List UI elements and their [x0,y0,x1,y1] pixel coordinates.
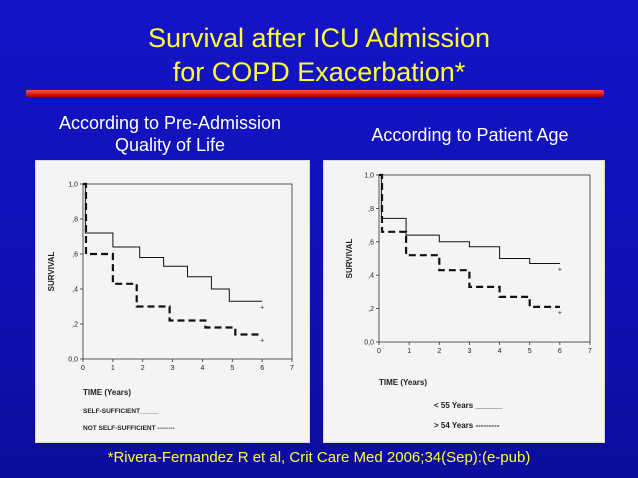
censor-mark: + [260,338,264,345]
km-line-series-1 [379,174,560,264]
legend-entry-2: NOT SELF-SUFFICIENT -------- [83,425,175,432]
y-tick-label: 1,0 [68,182,78,189]
x-tick-label: 5 [230,365,234,372]
y-axis-label: SURVIVAL [345,239,354,279]
y-tick-label: ,2 [72,322,78,329]
y-tick-label: ,4 [368,273,374,280]
x-axis-label: TIME (Years) [379,378,427,387]
km-line-series-2 [83,182,263,336]
x-tick-label: 0 [81,365,85,372]
censor-mark: + [260,304,264,311]
subtitle-left: According to Pre-Admission Quality of Li… [30,112,310,156]
x-tick-label: 7 [588,348,592,355]
km-line-series-2 [379,173,560,308]
y-tick-label: 0,0 [364,340,374,347]
x-tick-label: 0 [377,348,381,355]
y-tick-label: ,8 [72,217,78,224]
legend-entry-2: > 54 Years --------- [434,421,500,430]
x-tick-label: 2 [437,348,441,355]
title-divider [26,90,604,97]
y-tick-label: 1,0 [364,173,374,180]
x-tick-label: 5 [528,348,532,355]
km-chart-age: 0,0 ,2 ,4 ,6 ,8 1,0 0 1 2 3 4 5 6 7 SURVIVAL + + TIME (Ye… [345,173,592,431]
legend-entry-1: < 55 Years ______ [434,401,503,410]
x-tick-label: 3 [467,348,471,355]
citation-footer: *Rivera-Fernandez R et al, Crit Care Med… [107,449,531,466]
legend-entry-1: SELF-SUFFICIENT_____ [83,408,159,415]
subtitle-left-line1: According to Pre-Admission [58,113,282,133]
plot-frame [378,174,591,343]
x-tick-label: 3 [171,365,175,372]
subtitle-left-line2: Quality of Life [114,135,226,155]
y-tick-label: ,4 [72,287,78,294]
y-tick-label: ,2 [368,306,374,313]
x-tick-label: 1 [407,348,411,355]
chart-panel-quality-of-life: 0,0 ,2 ,4 ,6 ,8 1,0 0 1 2 3 4 5 6 7 SURVIVAL + + TIME (Ye… [35,160,310,443]
x-tick-label: 7 [290,365,294,372]
y-axis-label: SURVIVAL [47,252,56,292]
km-chart-quality-of-life: 0,0 ,2 ,4 ,6 ,8 1,0 0 1 2 3 4 5 6 7 SURVIVAL + + TIME (Ye… [47,182,294,433]
chart-panel-age: 0,0 ,2 ,4 ,6 ,8 1,0 0 1 2 3 4 5 6 7 SURVIVAL + + TIME (Ye… [323,160,605,443]
x-tick-label: 6 [260,365,264,372]
y-tick-label: 0,0 [68,357,78,364]
slide-title-line2: for COPD Exacerbation* [172,57,466,87]
y-tick-label: ,8 [368,206,374,213]
slide-title-line1: Survival after ICU Admission [147,23,491,53]
plot-frame [82,183,293,360]
censor-mark: + [558,267,562,274]
x-tick-label: 6 [558,348,562,355]
y-tick-label: ,6 [72,252,78,259]
subtitle-right: According to Patient Age [371,125,569,145]
x-tick-label: 4 [498,348,502,355]
x-axis-label: TIME (Years) [83,388,131,397]
x-tick-label: 1 [111,365,115,372]
x-tick-label: 4 [200,365,204,372]
y-tick-label: ,6 [368,239,374,246]
x-tick-label: 2 [141,365,145,372]
censor-mark: + [558,310,562,317]
km-line-series-1 [83,183,263,302]
